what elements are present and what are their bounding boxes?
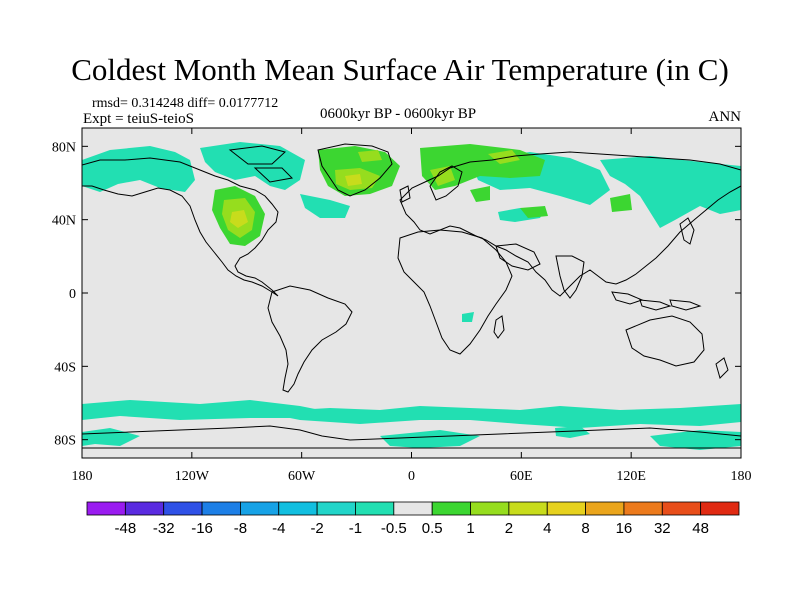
colorbar-label: 16	[616, 520, 633, 537]
colorbar-swatch	[278, 501, 318, 516]
coastlines	[82, 143, 741, 449]
colorbar-swatch	[508, 501, 548, 516]
colorbar-label: -0.5	[381, 520, 407, 537]
colorbar-label: -48	[115, 520, 137, 537]
colorbar-swatch	[201, 501, 241, 516]
colorbar-swatch	[316, 501, 356, 516]
lat-label: 40S	[54, 360, 76, 375]
colorbar: -48 -32 -16 -8 -4 -2 -1 -0.5 0.5 1 2 4 8 16 32 48	[86, 501, 740, 537]
colorbar-label: -2	[310, 520, 323, 537]
longitude-axis: 180 120W 60W 0 60E 120E 180	[72, 128, 752, 484]
colorbar-swatch	[240, 501, 280, 516]
lon-label: 60E	[510, 469, 533, 484]
colorbar-label: 2	[505, 520, 513, 537]
colorbar-swatch	[355, 501, 395, 516]
lat-label: 80N	[52, 140, 76, 155]
colorbar-label: -4	[272, 520, 285, 537]
colorbar-swatch	[661, 501, 702, 516]
lon-label: 60W	[288, 469, 316, 484]
colorbar-swatch	[393, 501, 433, 516]
colorbar-swatch	[431, 501, 471, 516]
lat-label: 80S	[54, 434, 76, 449]
colorbar-swatch	[585, 501, 625, 516]
lat-label: 40N	[52, 214, 76, 229]
colorbar-label: 0.5	[422, 520, 443, 537]
colorbar-label: 4	[543, 520, 551, 537]
colorbar-label: -1	[349, 520, 362, 537]
stats-label: rmsd= 0.314248 diff= 0.0177712	[92, 96, 279, 111]
colorbar-label: -8	[234, 520, 247, 537]
anomaly-field	[82, 142, 741, 450]
colorbar-label: 48	[692, 520, 709, 537]
colorbar-label: 8	[581, 520, 589, 537]
lon-label: 120W	[175, 469, 210, 484]
experiment-label: Expt = teiuS-teioS	[83, 111, 194, 127]
lon-label: 120E	[616, 469, 646, 484]
large-positive-regions	[230, 174, 362, 228]
lon-label: 180	[731, 469, 752, 484]
lon-label: 0	[408, 469, 415, 484]
colorbar-swatch	[124, 501, 165, 516]
colorbar-label: -32	[153, 520, 175, 537]
lon-label: 180	[72, 469, 93, 484]
colorbar-swatch	[700, 501, 740, 516]
lat-label: 0	[69, 287, 76, 302]
latitude-axis: 80N 40N 0 40S 80S	[52, 140, 741, 449]
medium-positive-regions	[222, 150, 520, 238]
colorbar-swatch	[623, 501, 663, 516]
colorbar-label: 32	[654, 520, 671, 537]
colorbar-label: -16	[191, 520, 213, 537]
season-label: ANN	[708, 109, 742, 125]
colorbar-swatch	[86, 501, 126, 516]
colorbar-swatch	[470, 501, 510, 516]
colorbar-swatch	[163, 501, 203, 516]
colorbar-swatch	[546, 501, 586, 516]
period-label: 0600kyr BP - 0600kyr BP	[320, 106, 477, 122]
colorbar-label: 1	[466, 520, 474, 537]
map-title: Coldest Month Mean Surface Air Temperatu…	[71, 52, 729, 87]
